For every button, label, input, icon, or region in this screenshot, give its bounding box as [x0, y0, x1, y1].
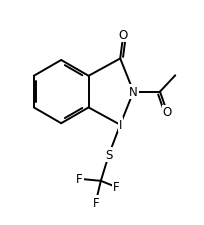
Text: I: I	[119, 119, 122, 132]
Text: F: F	[76, 173, 83, 185]
Text: S: S	[105, 148, 113, 161]
Text: F: F	[92, 196, 99, 209]
Text: O: O	[163, 106, 172, 119]
Text: O: O	[119, 29, 128, 42]
Text: F: F	[113, 181, 119, 194]
Text: N: N	[129, 86, 138, 99]
